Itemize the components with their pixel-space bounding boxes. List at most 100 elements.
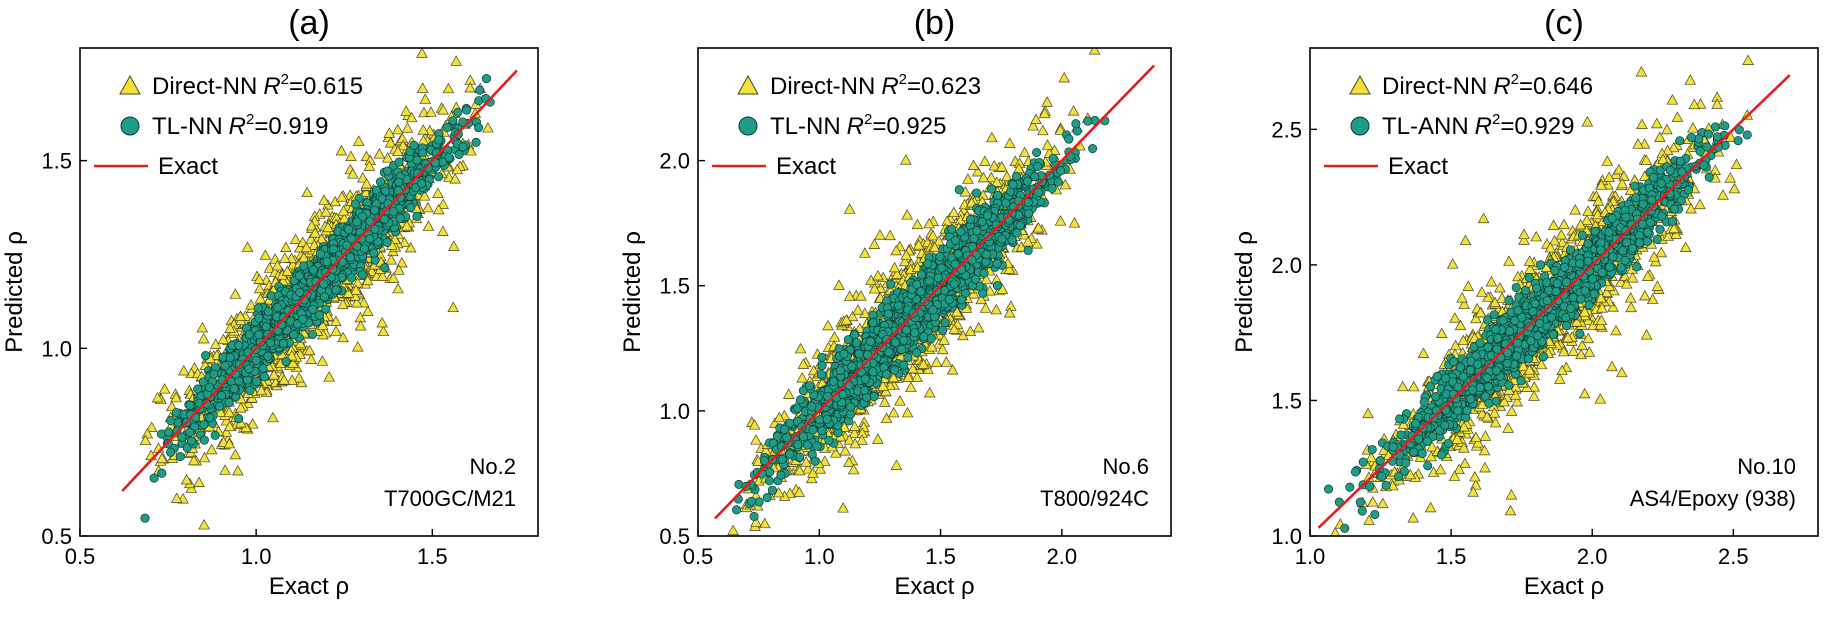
direct-nn-point: [814, 463, 826, 474]
tl-nn-point: [434, 135, 444, 145]
direct-nn-point: [1058, 71, 1070, 83]
tl-nn-point: [434, 172, 444, 182]
tl-nn-point: [234, 414, 244, 424]
legend-circle-marker: [120, 116, 140, 136]
tl-nn-point: [245, 385, 255, 396]
direct-nn-point: [432, 203, 445, 215]
direct-nn-point: [279, 252, 291, 263]
tl-nn-point: [272, 302, 282, 313]
direct-nn-point: [818, 455, 831, 466]
direct-nn-point: [305, 219, 318, 231]
legend-label: Exact: [158, 153, 218, 180]
direct-nn-point: [906, 362, 919, 374]
direct-nn-point: [316, 319, 329, 330]
direct-nn-point: [1054, 215, 1067, 226]
tl-nn-point: [214, 401, 225, 411]
direct-nn-point: [293, 372, 305, 383]
direct-nn-point: [840, 314, 853, 325]
direct-nn-point: [223, 437, 236, 449]
direct-nn-point: [996, 160, 1008, 172]
tl-nn-point: [345, 252, 356, 262]
direct-nn-point: [941, 215, 953, 226]
panel-title: (a): [288, 4, 330, 42]
direct-nn-point: [946, 364, 959, 375]
direct-nn-point: [901, 209, 913, 220]
direct-nn-point: [145, 421, 158, 432]
direct-nn-point: [1067, 105, 1080, 116]
direct-nn-point: [917, 358, 930, 369]
legend-r2-symbol: R: [229, 113, 246, 140]
direct-nn-point: [223, 420, 236, 432]
direct-nn-point: [874, 229, 886, 240]
direct-nn-point: [437, 225, 449, 236]
tl-nn-point: [294, 271, 304, 281]
direct-nn-point: [241, 241, 254, 252]
panel-title: (b): [914, 4, 956, 42]
direct-nn-point: [300, 241, 313, 253]
tl-nn-point: [253, 303, 263, 313]
direct-nn-point: [782, 388, 795, 399]
direct-nn-point: [991, 176, 1003, 187]
tl-nn-point: [193, 384, 203, 394]
direct-nn-point: [289, 233, 302, 244]
direct-nn-point: [151, 391, 164, 403]
direct-nn-point: [807, 467, 819, 478]
direct-nn-point: [843, 290, 856, 301]
tl-nn-point: [225, 352, 235, 362]
direct-nn-point: [305, 353, 318, 364]
direct-nn-point: [923, 386, 936, 398]
direct-nn-point: [320, 206, 332, 217]
direct-nn-point: [422, 201, 434, 213]
direct-nn-point: [294, 337, 307, 349]
direct-nn-point: [802, 463, 814, 474]
x-axis-label: Exact ρ: [269, 573, 349, 600]
tl-nn-point: [454, 149, 464, 160]
direct-nn-point: [898, 255, 911, 267]
direct-nn-point: [424, 22, 434, 31]
tl-nn-point: [765, 467, 775, 477]
tl-nn-point: [406, 202, 416, 213]
direct-nn-point: [822, 319, 834, 331]
tl-nn-point: [254, 313, 264, 323]
direct-nn-point: [891, 268, 903, 279]
x-tick-label: 1.0: [241, 544, 272, 569]
direct-nn-point: [927, 229, 939, 241]
tl-nn-point: [1072, 126, 1082, 136]
legend-r2-value: =0.919: [254, 113, 328, 140]
tl-nn-point: [209, 369, 219, 379]
tl-nn-point: [1032, 147, 1042, 158]
tl-nn-point: [315, 249, 325, 259]
tl-nn-point: [254, 330, 264, 340]
legend-series-name: TL-NN: [152, 113, 223, 140]
tl-nn-point: [263, 351, 273, 361]
direct-nn-point: [416, 82, 429, 93]
direct-nn-point: [990, 303, 1003, 315]
tl-nn-point: [938, 325, 948, 335]
direct-nn-point: [405, 111, 418, 123]
scatter-points: [139, 22, 495, 530]
direct-nn-point: [1005, 300, 1017, 311]
direct-nn-point: [385, 254, 397, 265]
direct-nn-point: [451, 163, 464, 175]
direct-nn-point: [205, 443, 218, 455]
legend-series-name: Exact: [158, 153, 218, 180]
tl-nn-point: [352, 217, 362, 227]
direct-nn-point: [877, 380, 889, 391]
direct-nn-point: [170, 391, 182, 403]
direct-nn-point: [1001, 170, 1013, 182]
direct-nn-point: [1027, 119, 1039, 131]
direct-nn-point: [1068, 217, 1081, 228]
direct-nn-point: [847, 463, 860, 475]
direct-nn-point: [828, 331, 841, 342]
tl-nn-point: [369, 248, 379, 258]
direct-nn-point: [839, 445, 851, 456]
direct-nn-point: [259, 249, 272, 260]
direct-nn-point: [381, 152, 394, 163]
direct-nn-point: [1037, 124, 1049, 136]
direct-nn-point: [303, 344, 316, 356]
direct-nn-point: [793, 486, 806, 497]
direct-nn-point: [229, 288, 242, 299]
tl-nn-point: [987, 184, 997, 194]
direct-nn-point: [139, 434, 152, 446]
